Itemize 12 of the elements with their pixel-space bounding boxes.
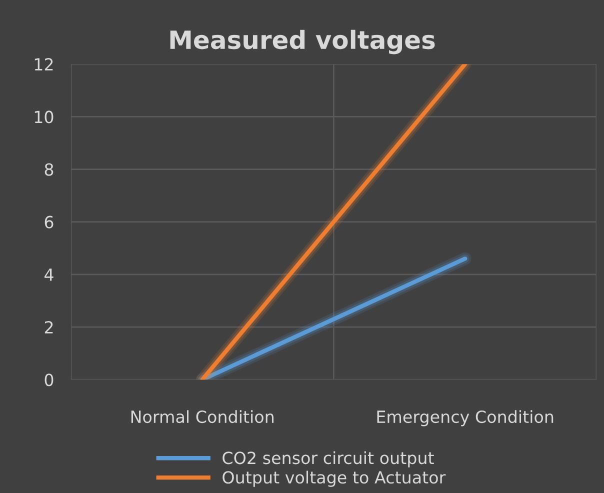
- y-tick-label: 6: [44, 216, 54, 228]
- legend-label: CO2 sensor circuit output: [222, 451, 434, 468]
- x-tick-label: Emergency Condition: [377, 410, 554, 426]
- y-tick-label: 10: [34, 110, 54, 124]
- y-tick-label: 2: [44, 320, 53, 334]
- y-tick-label: 0: [44, 374, 54, 386]
- chart-title: Measured voltages: [170, 30, 435, 54]
- y-tick-label: 4: [44, 268, 54, 281]
- legend-label: Output voltage to Actuator: [222, 470, 446, 487]
- y-tick-label: 8: [44, 163, 54, 176]
- x-tick-label: Normal Condition: [131, 410, 274, 424]
- y-tick-label: 12: [34, 58, 53, 70]
